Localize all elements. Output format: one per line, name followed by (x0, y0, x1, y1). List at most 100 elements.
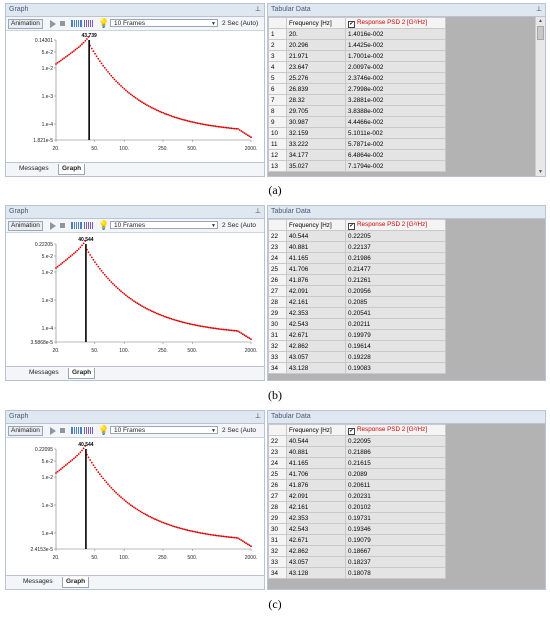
checkbox-icon[interactable]: ✔ (348, 427, 355, 435)
scroll-down-icon[interactable]: ▼ (538, 169, 543, 175)
result-sets-icon[interactable] (84, 20, 93, 27)
table-row[interactable]: 6 26.839 2.7998e-002 (268, 83, 446, 95)
response-point (64, 259, 67, 262)
response-cell: 0.2085 (345, 296, 446, 308)
table-row[interactable]: 22 40.544 0.22095 (268, 435, 446, 447)
response-point (225, 126, 228, 129)
tab-messages[interactable]: Messages (19, 165, 49, 172)
pin-icon[interactable]: ⊥ (535, 6, 542, 13)
pin-icon[interactable]: ⊥ (254, 6, 261, 13)
animation-button[interactable]: Animation (8, 426, 43, 436)
seconds-select[interactable]: 2 Sec (Auto (222, 222, 256, 229)
response-point (97, 265, 100, 268)
distributed-frames-icon[interactable] (71, 222, 82, 229)
lightbulb-icon[interactable]: 💡 (98, 425, 110, 435)
table-row[interactable]: 13 35.027 7.1794e-002 (268, 160, 446, 172)
table-row[interactable]: 10 32.159 5.1011e-002 (268, 127, 446, 139)
table-row[interactable]: 30 42.543 0.20211 (268, 318, 446, 330)
table-row[interactable]: 29 42.353 0.19731 (268, 512, 446, 524)
checkbox-icon[interactable]: ✔ (348, 222, 355, 230)
tab-graph[interactable]: Graph (62, 577, 90, 588)
header-response[interactable]: ✔ Response PSD 2 [G²/Hz] (345, 17, 446, 29)
animation-button[interactable]: Animation (8, 19, 43, 29)
table-row[interactable]: 25 41.706 0.21477 (268, 263, 446, 275)
scroll-up-icon[interactable]: ▲ (538, 18, 543, 24)
table-row[interactable]: 23 40.881 0.22137 (268, 241, 446, 253)
table-row[interactable]: 8 29.705 3.8388e-002 (268, 105, 446, 117)
result-sets-icon[interactable] (84, 427, 93, 434)
header-response[interactable]: ✔ Response PSD 2 [G²/Hz] (345, 219, 446, 231)
header-response[interactable]: ✔ Response PSD 2 [G²/Hz] (345, 424, 446, 436)
seconds-select[interactable]: 2 Sec (Auto) (222, 20, 259, 27)
checkbox-icon[interactable]: ✔ (348, 20, 355, 28)
vertical-scrollbar[interactable]: ▲ ▼ (535, 17, 545, 176)
table-row[interactable]: 23 40.881 0.21886 (268, 446, 446, 458)
response-point (141, 101, 144, 104)
pin-icon[interactable]: ⊥ (254, 208, 261, 215)
table-row[interactable]: 24 41.165 0.21615 (268, 457, 446, 469)
pin-icon[interactable]: ⊥ (254, 413, 261, 420)
table-row[interactable]: 31 42.671 0.19979 (268, 329, 446, 341)
table-row[interactable]: 1 20. 1.4016e-002 (268, 28, 446, 40)
header-frequency[interactable]: Frequency [Hz] (286, 219, 346, 231)
table-row[interactable]: 7 28.32 3.2881e-002 (268, 94, 446, 106)
header-frequency[interactable]: Frequency [Hz] (286, 424, 346, 436)
table-row[interactable]: 31 42.671 0.19079 (268, 534, 446, 546)
result-sets-icon[interactable] (84, 222, 93, 229)
table-row[interactable]: 5 25.276 2.3746e-002 (268, 72, 446, 84)
scroll-thumb[interactable] (537, 26, 544, 40)
play-icon[interactable] (50, 222, 56, 230)
tab-messages[interactable]: Messages (23, 578, 53, 585)
table-row[interactable]: 28 42.161 0.20102 (268, 501, 446, 513)
table-row[interactable]: 12 34.177 6.4864e-002 (268, 149, 446, 161)
table-row[interactable]: 34 43.128 0.18078 (268, 567, 446, 579)
table-row[interactable]: 34 43.128 0.19083 (268, 362, 446, 374)
table-row[interactable]: 9 30.987 4.4466e-002 (268, 116, 446, 128)
header-frequency[interactable]: Frequency [Hz] (286, 17, 346, 29)
table-row[interactable]: 33 43.057 0.18237 (268, 556, 446, 568)
lightbulb-icon[interactable]: 💡 (98, 220, 110, 230)
table-row[interactable]: 2 20.296 1.4425e-002 (268, 39, 446, 51)
play-icon[interactable] (50, 427, 56, 435)
table-row[interactable]: 24 41.165 0.21986 (268, 252, 446, 264)
frames-select[interactable]: 10 Frames ▼ (110, 221, 218, 229)
table-row[interactable]: 29 42.353 0.20541 (268, 307, 446, 319)
tab-graph[interactable]: Graph (68, 368, 96, 379)
frames-select[interactable]: 10 Frames ▼ (110, 19, 218, 27)
row-index: 26 (268, 274, 287, 286)
response-point (181, 528, 184, 530)
table-row[interactable]: 30 42.543 0.19346 (268, 523, 446, 535)
table-row[interactable]: 11 33.222 5.7871e-002 (268, 138, 446, 150)
frames-select[interactable]: 10 Frames ▼ (110, 426, 218, 434)
table-row[interactable]: 33 43.057 0.19228 (268, 351, 446, 363)
table-row[interactable]: 28 42.161 0.2085 (268, 296, 446, 308)
table-row[interactable]: 27 42.091 0.20231 (268, 490, 446, 502)
response-point (146, 307, 148, 310)
distributed-frames-icon[interactable] (71, 20, 82, 27)
lightbulb-icon[interactable]: 💡 (98, 18, 110, 28)
table-row[interactable]: 25 41.706 0.2089 (268, 468, 446, 480)
tab-graph[interactable]: Graph (58, 164, 86, 175)
table-row[interactable]: 4 23.647 2.0097e-002 (268, 61, 446, 73)
animation-button[interactable]: Animation (8, 221, 43, 231)
table-row[interactable]: 32 42.862 0.19614 (268, 340, 446, 352)
caption-b: (b) (268, 388, 282, 402)
table-row[interactable]: 32 42.862 0.18667 (268, 545, 446, 557)
stop-icon[interactable] (60, 223, 65, 228)
response-point (84, 240, 87, 242)
seconds-select[interactable]: 2 Sec (Auto (222, 427, 256, 434)
response-point (217, 534, 220, 537)
table-row[interactable]: 22 40.544 0.22205 (268, 230, 446, 242)
stop-icon[interactable] (60, 428, 65, 433)
table-row[interactable]: 26 41.876 0.21261 (268, 274, 446, 286)
response-cell: 5.7871e-002 (345, 138, 446, 150)
distributed-frames-icon[interactable] (71, 427, 82, 434)
table-row[interactable]: 3 21.971 1.7001e-002 (268, 50, 446, 62)
table-row[interactable]: 26 41.876 0.20611 (268, 479, 446, 491)
table-row[interactable]: 27 42.091 0.20956 (268, 285, 446, 297)
response-point (204, 123, 207, 126)
stop-icon[interactable] (60, 21, 65, 26)
response-point (100, 269, 103, 272)
play-icon[interactable] (50, 20, 56, 28)
tab-messages[interactable]: Messages (29, 369, 59, 376)
